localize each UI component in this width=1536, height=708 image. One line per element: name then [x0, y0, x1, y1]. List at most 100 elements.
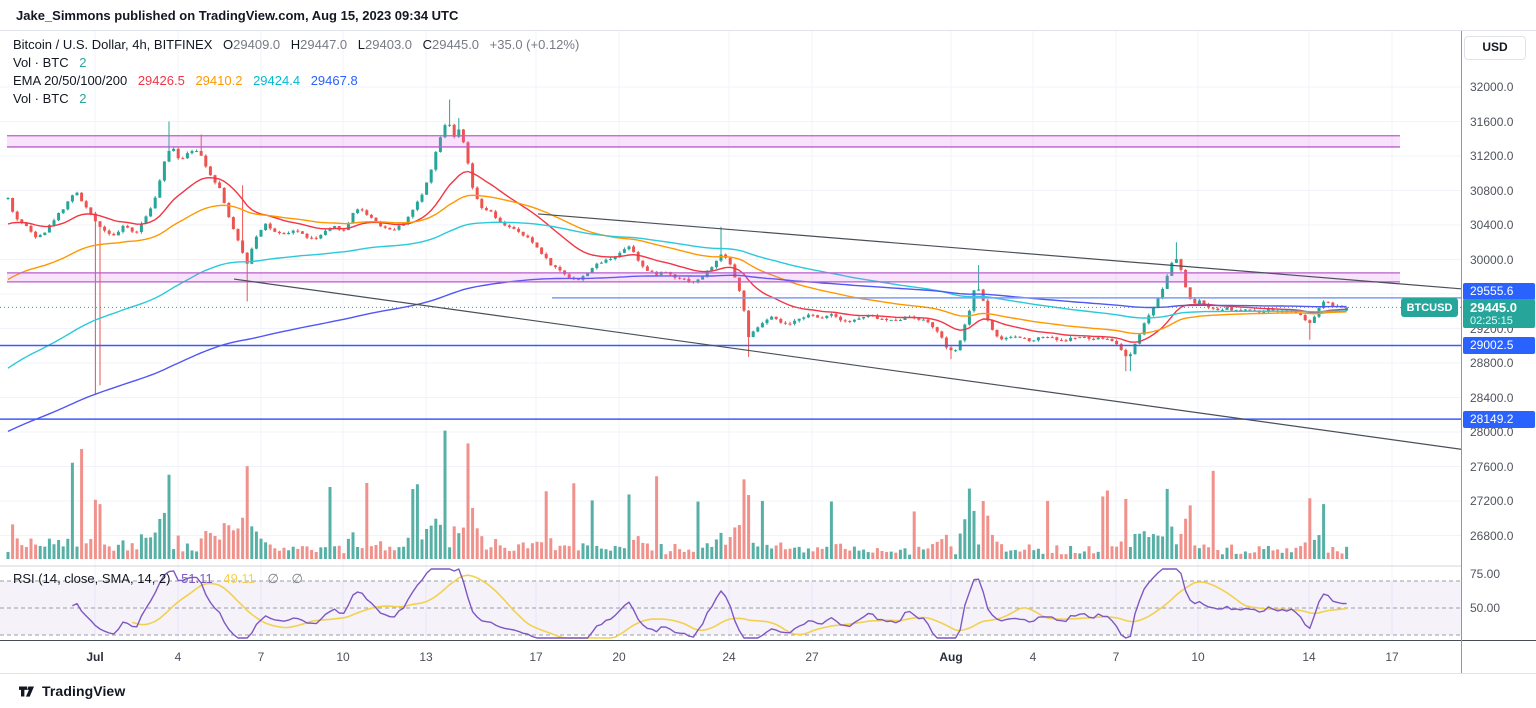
volume-bar	[931, 544, 935, 559]
volume-bar	[990, 534, 994, 559]
volume-bar	[770, 548, 774, 559]
legend-volume-row-2[interactable]: Vol · BTC 2	[13, 90, 579, 108]
volume-bar	[898, 549, 902, 559]
candle-body	[107, 230, 111, 234]
price-axis[interactable]: USD 32000.0 31600.0 31200.0 30800.0 30400.0 3…	[1462, 31, 1536, 673]
price-zone[interactable]	[7, 135, 1400, 147]
volume-bar	[314, 551, 318, 559]
candle-body	[379, 221, 383, 227]
volume-bar	[1055, 545, 1059, 559]
ohlc-low-label: L	[357, 37, 366, 52]
volume-bar	[632, 539, 636, 559]
volume-bar	[1179, 533, 1183, 559]
volume-bar	[61, 546, 65, 559]
volume-bar	[940, 539, 944, 559]
volume-bar	[977, 544, 981, 559]
volume-bar	[949, 546, 953, 559]
volume-bar	[57, 540, 61, 559]
candle-body	[1124, 349, 1128, 357]
volume-bar	[912, 511, 916, 559]
candle-body	[241, 240, 245, 253]
price-zone[interactable]	[7, 272, 1400, 282]
time-axis[interactable]: Jul 4 7 10 13 17 20 24 27 Aug 4 7 10 14 17	[0, 640, 1536, 674]
candle-body	[678, 277, 682, 279]
volume-bar	[80, 448, 84, 559]
ohlc-change: +35.0 (+0.12%)	[489, 37, 580, 52]
volume-bar	[1170, 526, 1174, 559]
volume-bar	[691, 551, 695, 559]
volume-bar	[34, 544, 38, 559]
candle-body	[80, 192, 84, 202]
volume-bar	[185, 543, 189, 559]
time-tick-24: 24	[722, 650, 736, 664]
time-tick-27: 27	[805, 650, 819, 664]
volume-bar	[871, 552, 875, 559]
trendline[interactable]	[537, 213, 1461, 290]
candle-body	[415, 201, 419, 210]
current-price-value: 29445.0	[1470, 300, 1517, 315]
volume-bar	[751, 542, 755, 559]
volume-bar	[227, 525, 231, 559]
rsi-legend[interactable]: RSI (14, close, SMA, 14, 2) 51.11 49.11 …	[13, 571, 303, 587]
legend-volume-row[interactable]: Vol · BTC 2	[13, 54, 579, 72]
candle-body	[57, 213, 61, 221]
candle-body	[641, 260, 645, 267]
volume-bar	[1220, 554, 1224, 559]
footer: TradingView	[0, 674, 1536, 708]
tradingview-logo-icon[interactable]	[18, 683, 35, 700]
rsi-value: 51.11	[181, 571, 213, 586]
volume-bar	[1124, 498, 1128, 559]
candle-body	[1179, 259, 1183, 270]
price-tick: 30000.0	[1470, 252, 1514, 267]
legend-symbol-row[interactable]: Bitcoin / U.S. Dollar, 4h, BITFINEX O294…	[13, 36, 579, 54]
rsi-empty-slot-2: ∅	[291, 571, 303, 586]
ema100-value: 29424.4	[253, 73, 301, 88]
candle-body	[1032, 340, 1036, 342]
volume-bar	[834, 544, 838, 559]
legend-ema-row[interactable]: EMA 20/50/100/200 29426.5 29410.2 29424.…	[13, 72, 579, 90]
volume-bar	[420, 539, 424, 559]
candle-body	[158, 180, 162, 198]
volume-bar	[1133, 533, 1137, 559]
tradingview-logo-text[interactable]: TradingView	[42, 683, 126, 699]
ema50-line	[7, 194, 1347, 335]
ohlc-open-value: 29409.0	[233, 37, 281, 52]
trendline[interactable]	[233, 278, 1461, 450]
rsi-ma-line	[131, 574, 1347, 639]
time-tick-17: 17	[529, 650, 543, 664]
candle-body	[1308, 320, 1312, 323]
price-tick: 30800.0	[1470, 183, 1514, 198]
candle-body	[1096, 337, 1100, 340]
candle-body	[875, 315, 879, 319]
volume-bar	[563, 545, 567, 559]
price-chart-canvas[interactable]	[0, 31, 1461, 640]
time-tick-20: 20	[612, 650, 626, 664]
volume-bar	[622, 548, 626, 559]
volume-bar	[259, 538, 263, 559]
volume-bar	[24, 547, 28, 559]
volume-bar	[609, 550, 613, 559]
volume-bar	[1156, 535, 1160, 559]
currency-toggle-button[interactable]: USD	[1464, 36, 1526, 60]
candle-body	[1000, 336, 1004, 340]
candle-body	[1216, 308, 1220, 311]
candle-body	[714, 260, 718, 268]
candle-body	[411, 209, 415, 217]
candle-body	[374, 217, 378, 222]
volume-bar	[783, 549, 787, 559]
volume-bar	[112, 550, 116, 559]
candle-body	[834, 314, 838, 317]
volume-bar	[43, 546, 47, 559]
volume-bar	[195, 551, 199, 559]
volume-bar	[1312, 539, 1316, 559]
candle-body	[135, 231, 139, 233]
volume-bar	[641, 542, 645, 559]
candle-body	[1092, 338, 1096, 340]
candle-body	[825, 315, 829, 318]
candle-body	[144, 216, 148, 224]
candle-body	[977, 289, 981, 291]
rsi-ma-value: 49.11	[223, 571, 255, 586]
volume-bar	[300, 546, 304, 559]
candle-body	[1138, 334, 1142, 344]
